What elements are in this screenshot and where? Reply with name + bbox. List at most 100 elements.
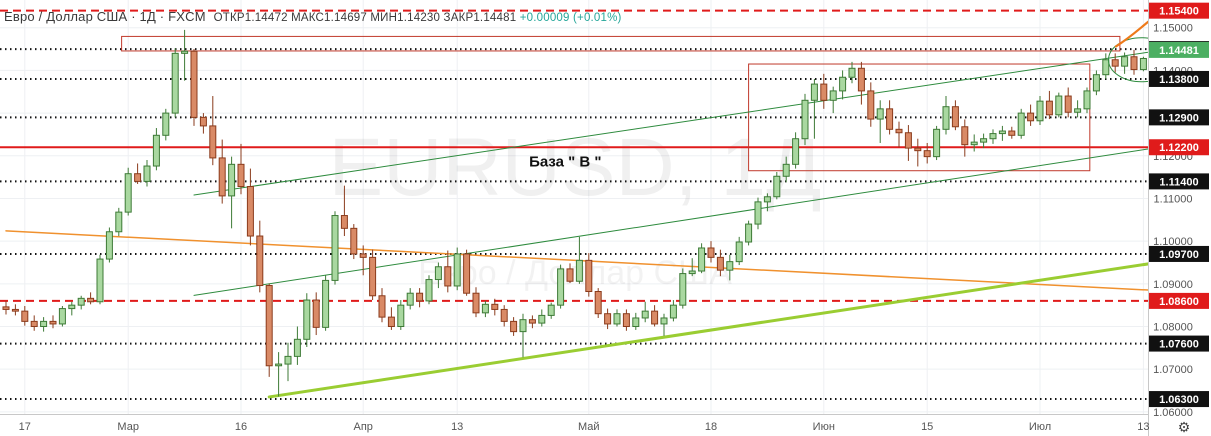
candle-body [171, 52, 179, 114]
candle-body [557, 268, 565, 306]
candle-body [585, 259, 593, 293]
candle-body [331, 215, 339, 281]
time-tick-label: Июл [1029, 421, 1051, 433]
time-tick-label: 13 [1137, 421, 1149, 433]
candle-body [1027, 112, 1035, 122]
candle-body [1074, 108, 1082, 113]
candle-body [58, 308, 66, 325]
time-tick-label: 15 [921, 421, 933, 433]
base-range-box [748, 63, 1091, 172]
candle-body [463, 253, 471, 294]
candle-body [679, 273, 687, 306]
time-tick-label: Мар [117, 421, 139, 433]
candle-body [397, 304, 405, 328]
price-label-text: 1.14481 [1159, 45, 1199, 57]
candle-body [594, 291, 602, 315]
price-label-box [1149, 139, 1209, 156]
candle-body [726, 261, 734, 271]
close-value: ЗАКР1.14481 [443, 12, 517, 24]
candle-body [143, 165, 151, 182]
candle-body [77, 297, 85, 306]
candle-body [613, 313, 621, 325]
candle-body [904, 132, 912, 149]
price-label-text: 1.11400 [1159, 176, 1198, 188]
low-value: МИН1.14230 [370, 12, 441, 24]
high-value: МАКС1.14697 [291, 12, 367, 24]
candle-body [604, 313, 612, 325]
candle-body [632, 317, 640, 328]
symbol-header: Евро / Доллар США · 1Д · FXCM ОТКР1.1447… [4, 9, 622, 24]
candle-body [810, 83, 818, 101]
candle-body [256, 235, 264, 287]
ohlc-values: ОТКР1.14472 МАКС1.14697 МИН1.14230 ЗАКР1… [214, 12, 622, 24]
candle-body [547, 304, 555, 316]
candle-body [622, 313, 630, 328]
settings-gear-icon[interactable]: ⚙ [1177, 419, 1191, 435]
price-label-box [1149, 335, 1209, 352]
candle-body [40, 320, 48, 328]
price-label-text: 1.09700 [1159, 249, 1199, 261]
candle-body [228, 163, 236, 197]
candle-body [980, 138, 988, 143]
candle-body [566, 268, 574, 282]
candle-body [1055, 95, 1063, 116]
change-value: +0.00009 (+0.01%) [519, 12, 622, 24]
candle-body [1139, 57, 1147, 71]
candle-body [275, 363, 283, 367]
price-tick-label: 1.09000 [1153, 279, 1193, 291]
candle-body [660, 317, 668, 325]
candle-body [134, 173, 142, 182]
trend-line [5, 230, 1148, 291]
price-tick-label: 1.08000 [1153, 322, 1193, 334]
candle-body [707, 247, 715, 258]
candle-body [115, 211, 123, 233]
candle-body [181, 50, 189, 54]
projection-path [1114, 20, 1148, 48]
candle-body [989, 133, 997, 140]
candle-body [425, 279, 433, 302]
candle-body [30, 320, 38, 328]
base-annotation: База " В " [529, 153, 601, 170]
candle-body [933, 128, 941, 158]
candle-body [406, 292, 414, 306]
candle-body [698, 247, 706, 272]
candle-body [11, 308, 19, 312]
candle-body [162, 112, 170, 136]
candle-body [688, 270, 696, 275]
price-label-text: 1.12900 [1159, 112, 1199, 124]
candle-body [914, 147, 922, 152]
candle-body [199, 116, 207, 127]
candle-body [716, 256, 724, 271]
candle-body [237, 163, 245, 188]
candle-body [481, 303, 489, 314]
candle-body [453, 253, 461, 287]
candle-body [575, 259, 583, 282]
candle-body [1121, 56, 1129, 67]
highlight-ellipse [1108, 37, 1148, 83]
candle-body [820, 83, 828, 101]
candle-body [848, 67, 856, 78]
candles [2, 29, 1147, 397]
candle-body [152, 134, 160, 167]
watermark-text: EURUSD, 1Д [329, 122, 822, 213]
candle-body [340, 215, 348, 229]
candle-body [876, 108, 884, 120]
candle-body [886, 108, 894, 130]
candle-body [434, 266, 442, 281]
candle-body [190, 50, 198, 118]
open-value: ОТКР1.14472 [213, 12, 288, 24]
candle-body [801, 99, 809, 140]
price-tick-label: 1.06000 [1153, 407, 1193, 419]
grid-lines [0, 0, 1148, 414]
price-label-box [1149, 109, 1209, 126]
candle-body [745, 223, 753, 243]
candle-body [1064, 95, 1072, 113]
candle-body [265, 285, 273, 367]
candle-body [369, 256, 377, 297]
candle-body [1017, 112, 1025, 136]
candle-body [961, 126, 969, 146]
candle-body [209, 125, 217, 159]
candle-body [96, 258, 104, 303]
candle-body [510, 320, 518, 333]
